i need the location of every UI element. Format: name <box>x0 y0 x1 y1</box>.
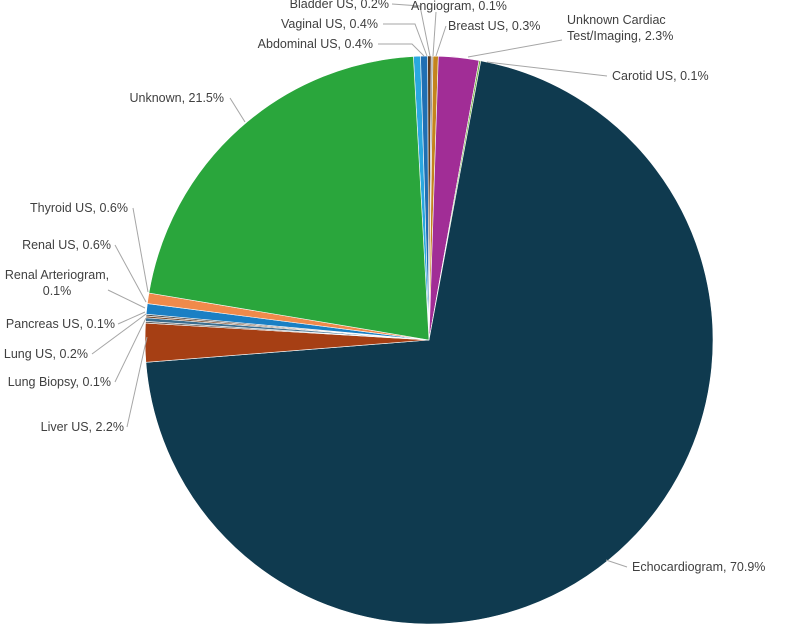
pie-slice-echocardiogram <box>145 60 714 625</box>
leader-line <box>432 11 437 57</box>
leader-line <box>114 317 147 383</box>
leader-line <box>378 43 425 57</box>
leader-line <box>126 336 148 428</box>
slice-label: Thyroid US, 0.6% <box>30 201 128 215</box>
leader-line <box>605 559 628 568</box>
slice-label: Lung US, 0.2% <box>4 347 88 361</box>
leader-line <box>132 207 149 293</box>
slice-label: Lung Biopsy, 0.1% <box>8 375 111 389</box>
pie-slice-unknown <box>148 56 430 341</box>
slice-label: Renal Arteriogram, 0.1% <box>5 268 109 298</box>
slice-label: Bladder US, 0.2% <box>290 0 389 11</box>
leader-line <box>391 3 431 57</box>
leader-line <box>383 23 428 57</box>
slice-label: Carotid US, 0.1% <box>612 69 709 83</box>
leader-line <box>91 313 147 355</box>
slice-label: Abdominal US, 0.4% <box>258 37 373 51</box>
leader-line <box>114 244 147 303</box>
slice-label: Vaginal US, 0.4% <box>281 17 378 31</box>
slice-label: Angiogram, 0.1% <box>411 0 507 13</box>
leader-line <box>435 25 447 57</box>
leader-line <box>467 39 563 58</box>
leader-line <box>107 289 146 309</box>
slice-label: Pancreas US, 0.1% <box>6 317 115 331</box>
slice-label: Echocardiogram, 70.9% <box>632 560 765 574</box>
slice-label: Unknown Cardiac Test/Imaging, 2.3% <box>567 13 673 43</box>
slice-label: Liver US, 2.2% <box>41 420 124 434</box>
leader-line <box>229 97 246 123</box>
slice-label: Unknown, 21.5% <box>129 91 224 105</box>
leader-line <box>486 61 608 77</box>
leader-line <box>117 311 146 325</box>
slice-label: Breast US, 0.3% <box>448 19 540 33</box>
slice-label: Renal US, 0.6% <box>22 238 111 252</box>
